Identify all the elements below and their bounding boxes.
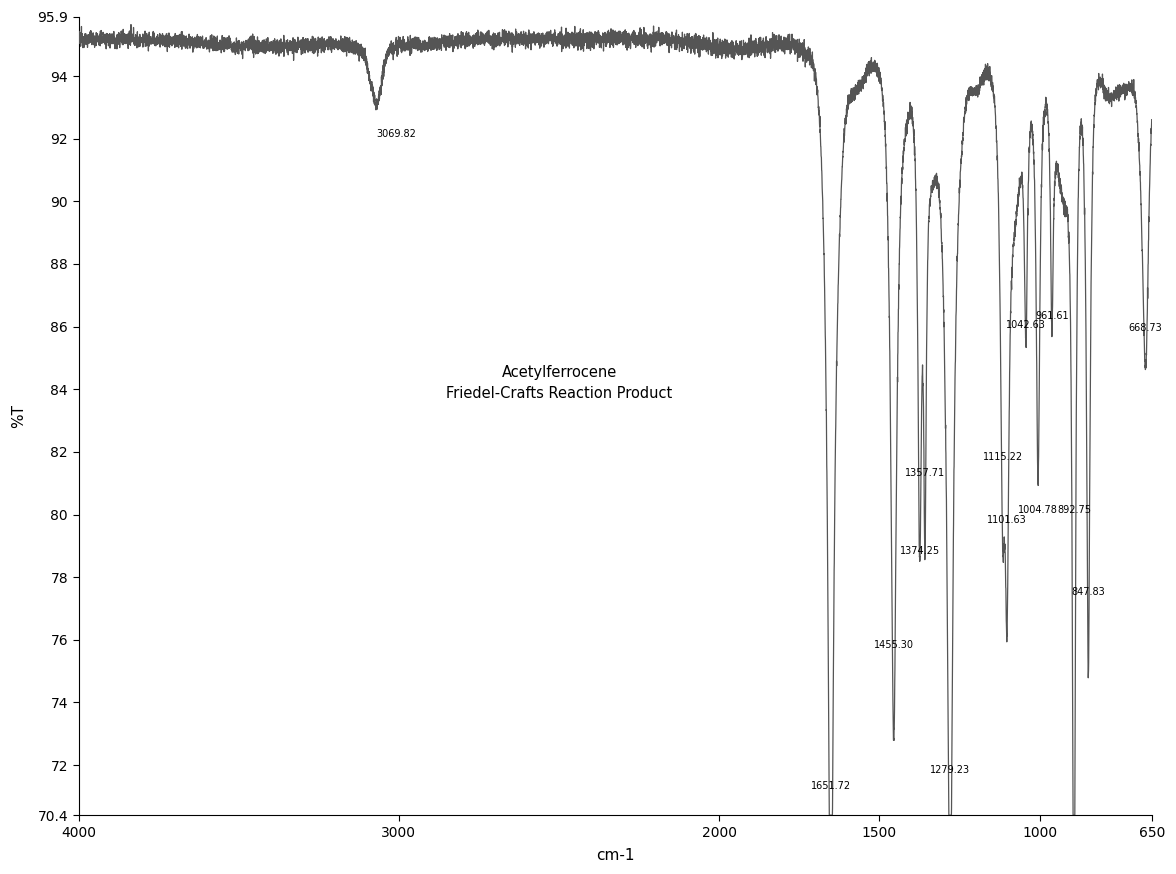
- Text: 1374.25: 1374.25: [900, 546, 940, 556]
- Y-axis label: %T: %T: [11, 404, 26, 428]
- X-axis label: cm-1: cm-1: [596, 848, 634, 863]
- Text: 1101.63: 1101.63: [987, 515, 1027, 524]
- Text: 961.61: 961.61: [1035, 311, 1069, 321]
- Text: 3069.82: 3069.82: [376, 129, 416, 139]
- Text: 668.73: 668.73: [1129, 323, 1163, 334]
- Text: 1455.30: 1455.30: [874, 640, 914, 649]
- Text: 1357.71: 1357.71: [904, 468, 946, 477]
- Text: 892.75: 892.75: [1057, 505, 1091, 515]
- Text: Acetylferrocene
Friedel-Crafts Reaction Product: Acetylferrocene Friedel-Crafts Reaction …: [446, 365, 673, 401]
- Text: 1651.72: 1651.72: [810, 780, 851, 791]
- Text: 847.83: 847.83: [1071, 586, 1105, 597]
- Text: 1004.78: 1004.78: [1018, 505, 1058, 515]
- Text: 1115.22: 1115.22: [983, 452, 1023, 461]
- Text: 1042.63: 1042.63: [1005, 321, 1045, 330]
- Text: 1279.23: 1279.23: [930, 765, 970, 775]
